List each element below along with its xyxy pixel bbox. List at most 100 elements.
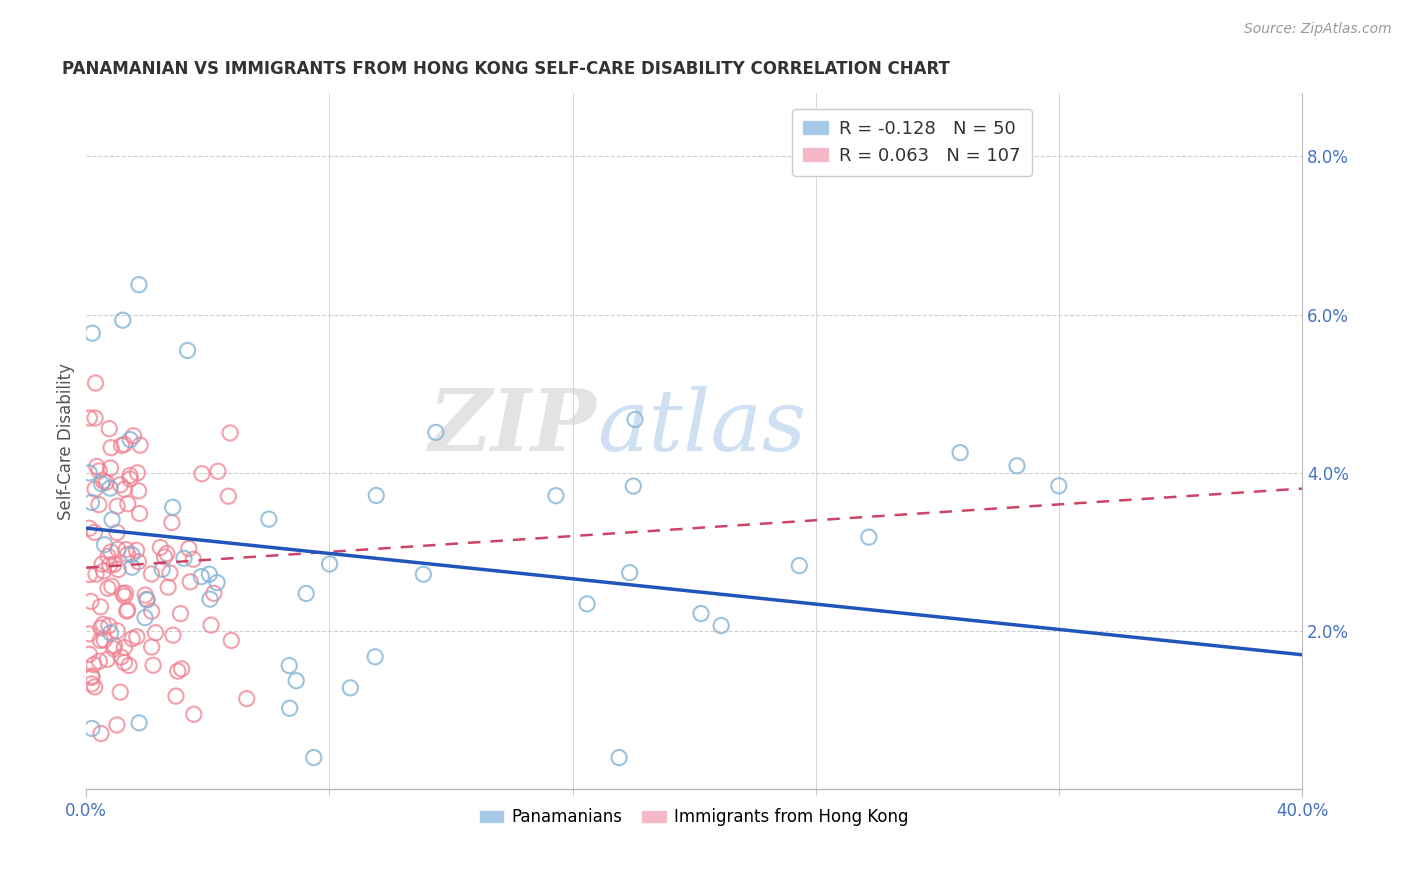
Point [141, 640, 163, 654]
Point [112, 640, 135, 655]
Point [122, 428, 145, 442]
Point [83, 680, 105, 694]
Point [89, 464, 111, 478]
Point [1005, 458, 1028, 473]
Point [619, 566, 641, 580]
Point [221, 633, 243, 648]
Point [160, 516, 183, 530]
Point [83, 525, 105, 540]
Point [141, 566, 163, 581]
Point [364, 649, 387, 664]
Point [97, 549, 120, 564]
Point [118, 658, 141, 673]
Point [120, 433, 142, 447]
Point [101, 579, 124, 593]
Point [181, 552, 204, 566]
Point [134, 610, 156, 624]
Point [79, 411, 101, 425]
Point [91, 617, 114, 632]
Point [103, 639, 125, 653]
Point [162, 500, 184, 515]
Point [98, 481, 121, 495]
Point [80, 594, 103, 608]
Point [84, 411, 107, 425]
Point [115, 542, 138, 557]
Point [101, 513, 124, 527]
Point [1047, 479, 1070, 493]
Point [949, 445, 972, 459]
Point [114, 589, 136, 603]
Point [202, 586, 225, 600]
Point [110, 477, 132, 491]
Point [412, 567, 434, 582]
Point [576, 597, 599, 611]
Point [112, 656, 135, 670]
Point [339, 681, 361, 695]
Point [115, 604, 138, 618]
Point [170, 662, 193, 676]
Point [110, 438, 132, 452]
Point [84, 482, 107, 496]
Point [787, 558, 810, 573]
Point [128, 277, 150, 292]
Y-axis label: Self-Care Disability: Self-Care Disability [58, 363, 75, 520]
Point [127, 555, 149, 569]
Point [93, 633, 115, 648]
Point [150, 562, 173, 576]
Point [105, 624, 128, 638]
Point [111, 586, 134, 600]
Point [89, 599, 111, 614]
Point [176, 343, 198, 358]
Point [82, 326, 104, 341]
Point [107, 542, 129, 557]
Point [128, 507, 150, 521]
Point [98, 422, 121, 436]
Point [100, 545, 122, 559]
Point [156, 547, 179, 561]
Point [117, 548, 139, 562]
Point [219, 425, 242, 440]
Point [624, 412, 647, 426]
Point [425, 425, 447, 440]
Point [366, 488, 388, 502]
Point [127, 466, 149, 480]
Point [79, 521, 101, 535]
Point [86, 459, 108, 474]
Point [103, 641, 125, 656]
Point [80, 671, 103, 685]
Point [128, 715, 150, 730]
Point [114, 586, 136, 600]
Point [79, 648, 101, 662]
Point [100, 441, 122, 455]
Point [80, 669, 103, 683]
Point [80, 495, 103, 509]
Point [153, 549, 176, 564]
Point [198, 592, 221, 607]
Point [105, 718, 128, 732]
Point [200, 618, 222, 632]
Point [257, 512, 280, 526]
Point [149, 541, 172, 555]
Point [285, 673, 308, 688]
Point [93, 538, 115, 552]
Point [110, 650, 132, 665]
Point [302, 750, 325, 764]
Point [117, 497, 139, 511]
Point [100, 461, 122, 475]
Point [91, 557, 114, 571]
Point [710, 618, 733, 632]
Point [235, 691, 257, 706]
Point [105, 499, 128, 513]
Point [110, 685, 132, 699]
Point [278, 658, 301, 673]
Point [83, 657, 105, 672]
Point [690, 607, 713, 621]
Point [157, 580, 180, 594]
Point [90, 621, 112, 635]
Text: atlas: atlas [598, 386, 806, 468]
Legend: Panamanians, Immigrants from Hong Kong: Panamanians, Immigrants from Hong Kong [472, 802, 915, 833]
Point [80, 722, 103, 736]
Point [79, 627, 101, 641]
Text: ZIP: ZIP [429, 385, 598, 469]
Point [89, 654, 111, 668]
